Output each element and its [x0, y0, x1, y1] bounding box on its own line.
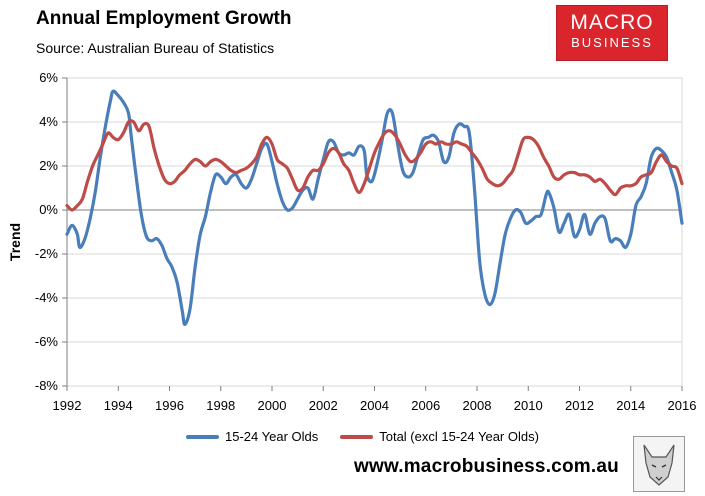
x-tick-label: 2006 — [411, 398, 440, 413]
y-tick-label: 2% — [39, 158, 58, 173]
x-tick-label: 2002 — [309, 398, 338, 413]
y-tick-label: -8% — [35, 378, 59, 393]
y-tick-label: 6% — [39, 70, 58, 85]
x-tick-label: 2000 — [258, 398, 287, 413]
series-line-total-excl-15-24 — [65, 119, 684, 212]
chart-title: Annual Employment Growth — [36, 8, 292, 29]
legend-swatch-total — [340, 434, 374, 439]
x-tick-label: 2010 — [514, 398, 543, 413]
legend-label-total: Total (excl 15-24 Year Olds) — [379, 429, 539, 444]
chart-subtitle: Source: Australian Bureau of Statistics — [36, 40, 275, 56]
y-tick-label: -6% — [35, 334, 59, 349]
logo-line-2: BUSINESS — [571, 35, 653, 50]
y-tick-label: -2% — [35, 246, 59, 261]
logo-line-1: MACRO — [570, 11, 654, 34]
legend-label-youth: 15-24 Year Olds — [225, 429, 319, 444]
x-tick-label: 2004 — [360, 398, 389, 413]
x-tick-label: 2014 — [616, 398, 645, 413]
series-line-15-24-year-olds — [65, 89, 684, 327]
wolf-logo-badge — [633, 436, 685, 492]
legend-item-youth: 15-24 Year Olds — [186, 429, 318, 444]
macrobusiness-logo: MACRO BUSINESS — [556, 5, 668, 61]
website-url: www.macrobusiness.com.au — [354, 456, 619, 477]
legend-item-total: Total (excl 15-24 Year Olds) — [340, 429, 539, 444]
x-tick-label: 1992 — [53, 398, 82, 413]
x-tick-label: 1996 — [155, 398, 184, 413]
wolf-icon — [643, 444, 675, 486]
y-tick-label: 4% — [39, 114, 58, 129]
chart-legend: 15-24 Year Olds Total (excl 15-24 Year O… — [186, 429, 561, 444]
x-tick-label: 1998 — [206, 398, 235, 413]
y-tick-label: -4% — [35, 290, 59, 305]
x-tick-label: 2008 — [463, 398, 492, 413]
x-tick-label: 2012 — [565, 398, 594, 413]
y-tick-label: 0% — [39, 202, 58, 217]
legend-swatch-youth — [186, 434, 219, 439]
x-tick-label: 1994 — [104, 398, 133, 413]
x-tick-label: 2016 — [668, 398, 697, 413]
